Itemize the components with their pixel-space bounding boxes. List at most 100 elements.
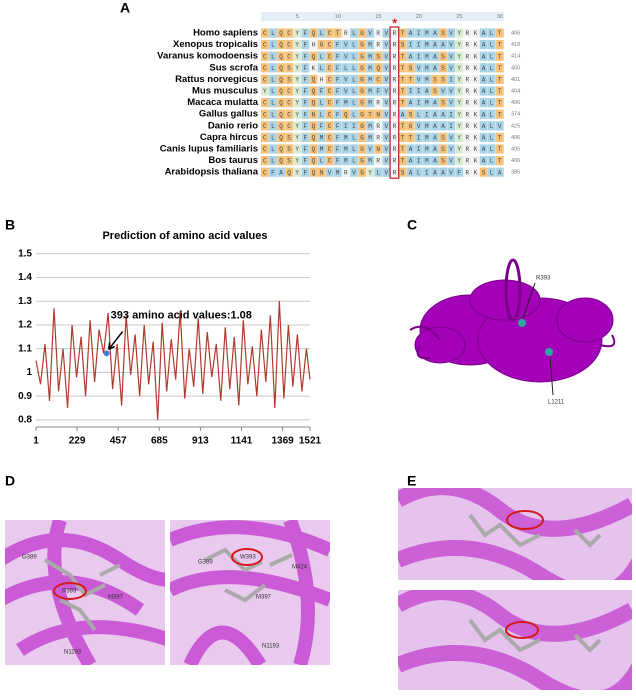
residue-cell [317,121,326,131]
residue-cell [479,74,488,84]
x-tick-label: 1141 [231,436,253,447]
residue-cell [487,109,496,119]
residue-cell [390,63,399,73]
residue-cell [487,167,496,177]
residue-cell [301,144,310,154]
residue-cell [333,28,342,38]
residue-cell [374,28,383,38]
residue-cell [431,132,439,142]
residue-cell [277,51,285,61]
residue-cell [495,40,504,50]
residue-cell [358,167,366,177]
residue-cell [325,167,334,177]
sequence: CLQSYFQMCFMLGVNVRTAIMASVYRKALT [263,146,502,153]
residue-cell [479,144,488,154]
residue-cell [414,28,423,38]
residue-cell [325,74,334,84]
residue-cell [269,63,277,73]
residue-cell [439,86,447,96]
ruler-label: 25 [456,14,462,20]
residue-cell [358,74,366,84]
residue-cell [366,121,375,131]
species-name: Bos taurus [208,155,258,166]
panel-label: A [120,0,130,16]
residue-cell [390,156,399,166]
residue-cell [261,167,269,177]
residue-cell [382,156,391,166]
residue-cell [463,28,472,38]
residue-cell [398,51,407,61]
end-number: 418 [511,42,520,48]
residue-cell [350,28,358,38]
residue-label: R393 [536,276,551,282]
residue-cell [382,98,391,108]
residue-cell [406,86,415,96]
residue-cell [406,109,415,119]
residue-cell [423,144,431,154]
residue-cell [431,156,439,166]
residue-cell [301,28,310,38]
sequence: CLQSYFQHCFVLGMCVRTTVMSSIYRKALT [263,76,502,83]
end-number: 400 [511,65,520,71]
residue-cell [301,40,310,50]
residue-cell [439,74,447,84]
residue-cell [423,51,431,61]
residue-cell [261,51,269,61]
end-number: 425 [511,123,520,129]
residue-label: N1193 [64,650,82,656]
residue-cell [374,144,383,154]
residue-label: L1211 [548,400,565,406]
residue-label: R393 [62,589,77,595]
x-tick-label: 1521 [299,436,322,447]
residue-cell [455,51,464,61]
residue-cell [309,40,318,50]
residue-cell [333,144,342,154]
detail-image [398,488,632,580]
residue-cell [293,167,302,177]
residue-cell [350,40,358,50]
residue-cell [325,121,334,131]
residue-cell [447,167,456,177]
residue-cell [269,28,277,38]
helix-ribbon [170,520,330,665]
residue-cell [317,156,326,166]
residue-cell [374,98,383,108]
residue-cell [471,86,480,96]
residue-cell [414,51,423,61]
residue-label: M397 [256,595,272,601]
residue-cell [463,109,472,119]
residue-cell [479,109,488,119]
residue-cell [463,167,472,177]
residue-cell [285,63,294,73]
x-tick-label: 229 [69,436,86,447]
helix-ribbon [398,590,632,690]
end-number: 406 [511,146,520,152]
residue-cell [447,51,456,61]
residue-cell [414,144,423,154]
residue-cell [495,28,504,38]
sequence: CLQSYFKLCFLLGMQVRTSVMASVYRKALT [263,65,502,72]
residue-cell [439,144,447,154]
residue-cell [479,132,488,142]
residue-cell [301,132,310,142]
x-tick-label: 457 [110,436,127,447]
residue-cell [350,63,358,73]
residue-cell [293,28,302,38]
residue-cell [342,144,350,154]
residue-cell [431,167,439,177]
residue-cell [317,74,326,84]
residue-cell [342,40,350,50]
residue-cell [285,132,294,142]
residue-cell [317,51,326,61]
residue-cell [342,74,350,84]
residue-cell [406,28,415,38]
residue-cell [261,74,269,84]
residue-cell [277,156,285,166]
residue-cell [350,51,358,61]
residue-cell [317,86,326,96]
residue-cell [390,109,399,119]
residue-cell [277,167,285,177]
residue-cell [471,109,480,119]
residue-cell [277,28,285,38]
residue-cell [325,144,334,154]
